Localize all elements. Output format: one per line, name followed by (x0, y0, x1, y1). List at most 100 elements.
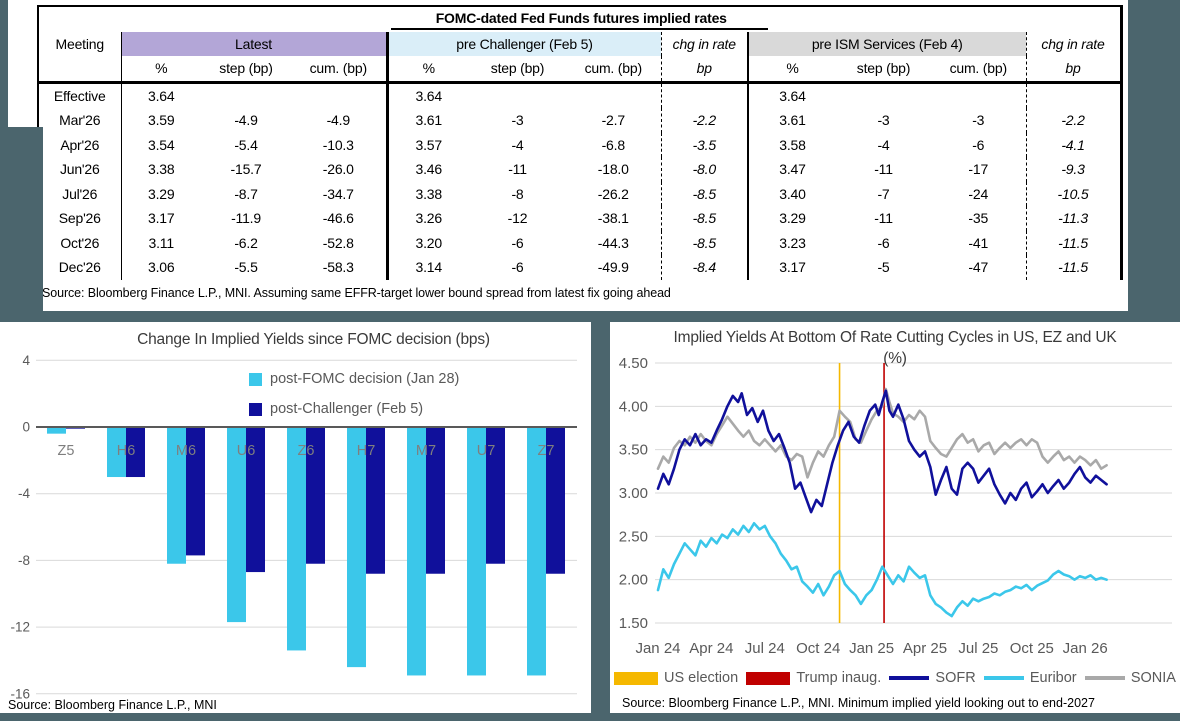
table-cell: -10.3 (291, 132, 389, 157)
table-cell: -6 (511, 234, 524, 251)
table-cell: -41 (931, 230, 1027, 255)
table-cell: -9.3 (1061, 161, 1085, 178)
x-category-label: Z7 (538, 443, 555, 459)
line-chart-source: Source: Bloomberg Finance L.P., MNI. Min… (622, 696, 1095, 710)
legend-label: Euribor (1029, 670, 1077, 686)
legend-item: US election (614, 670, 738, 686)
table-cell (469, 82, 566, 108)
table-cell: -8.5 (661, 230, 749, 255)
table-cell: Effective (38, 82, 122, 108)
table-cell: % (121, 56, 201, 84)
background-notch (0, 127, 43, 311)
table-cell: -11.9 (231, 210, 261, 227)
table-cell: Jun'26 (38, 157, 122, 182)
table-source-note: Source: Bloomberg Finance L.P., MNI. Ass… (42, 286, 671, 300)
line-chart-title-unit: (%) (883, 350, 907, 367)
x-tick-label: Apr 25 (903, 640, 947, 657)
table-row: Meeting Latest pre Challenger (Feb 5) chg i… (38, 31, 1121, 56)
table-cell: -8.0 (661, 157, 749, 182)
x-tick-label: Jan 25 (849, 640, 894, 657)
table-row: Effective 3.64 3.64 3.64 (38, 82, 1121, 108)
table-cell: -4.9 (291, 108, 389, 133)
table-cell: -38.1 (566, 206, 662, 231)
table-title: FOMC-dated Fed Funds futures implied rat… (390, 9, 768, 30)
bar-post-fomc (347, 427, 366, 668)
table-row: Jun'26 3.38 -15.7 -26.0 3.46 -11 -18.0 -8.0 3.47… (38, 157, 1121, 182)
table-cell: -18.0 (566, 157, 662, 182)
table-cell: -17 (931, 157, 1027, 182)
table-cell (931, 82, 1027, 108)
legend-euribor-swatch (983, 676, 1024, 680)
table-cell: chg in rate (1026, 31, 1121, 56)
table-cell: Meeting (38, 31, 122, 56)
table-row: Sep'26 3.17 -11.9 -46.6 3.26 -12 -38.1 -8.5 3.29… (38, 206, 1121, 231)
x-category-label: H7 (357, 443, 376, 459)
table-cell: -2.7 (566, 108, 662, 133)
table-cell: FOMC-dated Fed Funds futures implied rat… (38, 6, 1121, 32)
bar-post-challenger (486, 427, 505, 564)
bar-post-fomc (107, 427, 126, 478)
table-cell: 3.17 (148, 210, 175, 227)
legend-swatch-post-fomc (249, 372, 262, 386)
table-cell: -4.9 (234, 112, 258, 129)
table-cell: -11 (874, 161, 893, 178)
x-category-label: M7 (416, 443, 436, 459)
x-tick-label: Oct 25 (1010, 640, 1054, 657)
x-category-label: U7 (477, 443, 496, 459)
bar-post-challenger (306, 427, 325, 564)
table-cell: -6 (931, 132, 1027, 157)
series-line-euribor (656, 522, 1108, 618)
table-cell: cum. (bp) (931, 56, 1027, 84)
fomc-rates-table: FOMC-dated Fed Funds futures implied rat… (37, 5, 1123, 280)
table-cell: -6.8 (566, 132, 662, 157)
table-cell: -52.8 (291, 230, 389, 255)
table-cell: -12 (507, 210, 528, 227)
table-cell: pre ISM Services (Feb 4) (748, 31, 1027, 56)
y-tick-label: 4.50 (619, 355, 648, 372)
table-cell: bp (1026, 56, 1121, 84)
table-cell: 3.20 (415, 234, 443, 251)
bar-post-challenger (186, 427, 205, 556)
table-cell: -58.3 (291, 255, 389, 280)
table-cell (661, 82, 749, 108)
table-cell (201, 82, 291, 108)
legend-trump-inaug--swatch (746, 671, 791, 685)
legend-item: post-FOMC decision (Jan 28) (249, 364, 459, 394)
table-cell: 3.26 (415, 210, 443, 227)
table-cell: -11.3 (1058, 210, 1088, 227)
table-row: Oct'26 3.11 -6.2 -52.8 3.20 -6 -44.3 -8.5 3.23 -6… (38, 230, 1121, 255)
legend-label: SONIA (1130, 670, 1176, 686)
table-cell: -7 (877, 185, 890, 202)
table-cell: -11.5 (1058, 259, 1088, 276)
table-cell: -5 (877, 259, 890, 276)
table-cell: step (bp) (836, 56, 931, 84)
table-cell (38, 56, 122, 84)
table-cell: 3.64 (148, 87, 175, 104)
y-tick-label: 2.50 (619, 528, 648, 545)
x-tick-label: Jul 24 (745, 640, 785, 657)
table-cell: chg in rate (661, 31, 749, 56)
x-tick-label: Jan 24 (635, 640, 680, 657)
y-tick-label: 4.00 (619, 398, 648, 415)
x-category-label: M6 (176, 443, 196, 459)
table-cell: Sep'26 (38, 206, 122, 231)
bar-post-challenger (126, 427, 145, 478)
table-cell: % (748, 56, 836, 84)
x-category-label: Z6 (298, 443, 315, 459)
table-cell (291, 82, 389, 108)
table-cell: Dec'26 (38, 255, 122, 280)
table-row: FOMC-dated Fed Funds futures implied rat… (38, 6, 1121, 32)
table-cell: % (387, 56, 469, 84)
table-cell: step (bp) (469, 56, 566, 84)
table-cell (1026, 82, 1121, 108)
table-cell: 3.64 (415, 87, 443, 104)
y-tick-label: -12 (10, 620, 30, 635)
table-cell: -8.4 (661, 255, 749, 280)
table-cell: 3.47 (779, 161, 806, 178)
table-cell: 3.38 (415, 185, 443, 202)
x-category-label: Z5 (58, 443, 75, 459)
table-cell: -15.7 (230, 161, 262, 178)
table-cell: -3 (931, 108, 1027, 133)
legend-item: SONIA (1084, 670, 1176, 686)
y-tick-label: 0 (22, 420, 30, 435)
